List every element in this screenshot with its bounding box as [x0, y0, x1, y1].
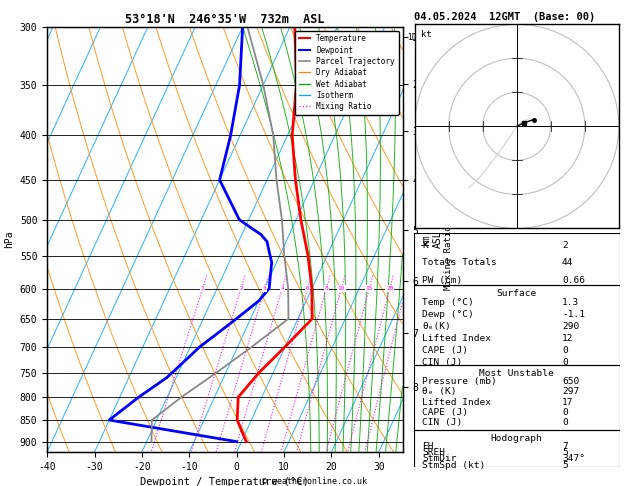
Text: 297: 297 [562, 387, 579, 397]
Text: 20: 20 [386, 286, 394, 291]
Text: θₑ (K): θₑ (K) [422, 387, 457, 397]
Text: EH: EH [422, 442, 433, 451]
Text: CIN (J): CIN (J) [422, 358, 462, 367]
Text: CAPE (J): CAPE (J) [422, 408, 468, 417]
Text: 0: 0 [562, 418, 568, 427]
Text: 44: 44 [562, 259, 574, 267]
Text: Lifted Index: Lifted Index [422, 398, 491, 407]
Text: Mixing Ratio (g/kg): Mixing Ratio (g/kg) [444, 188, 454, 291]
Text: Temp (°C): Temp (°C) [422, 297, 474, 307]
Text: θₑ(K): θₑ(K) [422, 322, 451, 331]
Text: 0.66: 0.66 [562, 276, 585, 284]
Text: 6: 6 [306, 286, 309, 291]
Text: Surface: Surface [497, 289, 537, 298]
Text: Totals Totals: Totals Totals [422, 259, 497, 267]
Text: CIN (J): CIN (J) [422, 418, 462, 427]
Text: 2: 2 [562, 242, 568, 250]
Title: 53°18'N  246°35'W  732m  ASL: 53°18'N 246°35'W 732m ASL [125, 13, 325, 26]
Text: 1.3: 1.3 [562, 297, 579, 307]
Text: 3: 3 [263, 286, 267, 291]
Text: Most Unstable: Most Unstable [479, 369, 554, 378]
Text: PW (cm): PW (cm) [422, 276, 462, 284]
Text: 4: 4 [281, 286, 284, 291]
Text: SREH: SREH [422, 448, 445, 457]
Y-axis label: km
ASL: km ASL [421, 230, 443, 248]
Text: 1: 1 [201, 286, 204, 291]
Text: 290: 290 [562, 322, 579, 331]
Text: Lifted Index: Lifted Index [422, 334, 491, 343]
Text: Dewp (°C): Dewp (°C) [422, 310, 474, 319]
Text: Hodograph: Hodograph [491, 434, 543, 443]
Text: kt: kt [421, 31, 431, 39]
X-axis label: Dewpoint / Temperature (°C): Dewpoint / Temperature (°C) [140, 477, 309, 486]
Text: StmSpd (kt): StmSpd (kt) [422, 461, 486, 470]
Text: Pressure (mb): Pressure (mb) [422, 377, 497, 386]
Text: 15: 15 [365, 286, 373, 291]
Text: 8: 8 [325, 286, 328, 291]
Text: CAPE (J): CAPE (J) [422, 346, 468, 355]
Text: 10: 10 [338, 286, 345, 291]
Text: 04.05.2024  12GMT  (Base: 00): 04.05.2024 12GMT (Base: 00) [414, 12, 595, 22]
Text: 0: 0 [562, 346, 568, 355]
Text: K: K [422, 242, 428, 250]
Text: 7: 7 [562, 442, 568, 451]
Y-axis label: hPa: hPa [4, 230, 14, 248]
Text: 2: 2 [239, 286, 243, 291]
Text: 1LCL: 1LCL [407, 33, 425, 42]
Text: 650: 650 [562, 377, 579, 386]
Text: 0: 0 [562, 408, 568, 417]
Text: 347°: 347° [562, 454, 585, 464]
Text: © weatheronline.co.uk: © weatheronline.co.uk [262, 477, 367, 486]
Legend: Temperature, Dewpoint, Parcel Trajectory, Dry Adiabat, Wet Adiabat, Isotherm, Mi: Temperature, Dewpoint, Parcel Trajectory… [295, 31, 399, 115]
Text: 5: 5 [562, 448, 568, 457]
Text: 0: 0 [562, 358, 568, 367]
Text: -1.1: -1.1 [562, 310, 585, 319]
Text: StmDir: StmDir [422, 454, 457, 464]
Text: 12: 12 [562, 334, 574, 343]
Text: 17: 17 [562, 398, 574, 407]
Text: 5: 5 [562, 461, 568, 470]
